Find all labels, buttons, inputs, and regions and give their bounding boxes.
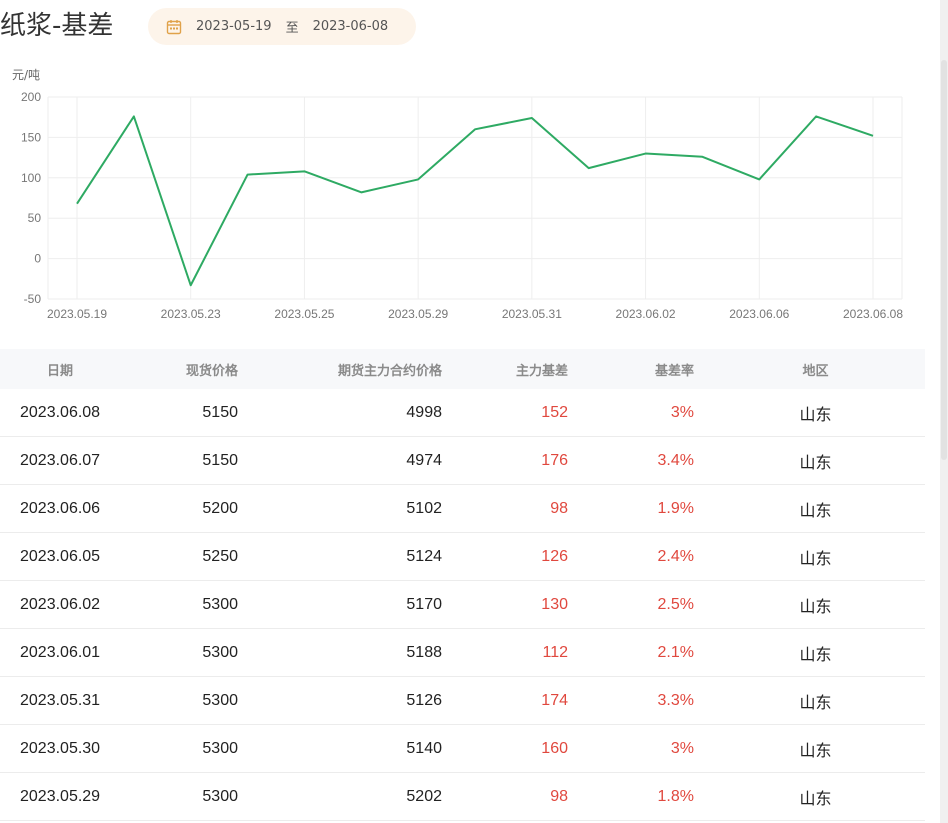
cell-spot-price: 5300 — [202, 643, 238, 661]
table-row[interactable]: 2023.05.31 5300 5126 174 3.3% 山东 — [0, 677, 925, 725]
cell-futures-price: 5170 — [406, 595, 442, 613]
cell-region: 山东 — [799, 502, 832, 520]
cell-spot-price: 5300 — [202, 787, 238, 805]
cell-basis: 98 — [550, 499, 568, 517]
cell-basis: 152 — [541, 403, 568, 421]
table-row[interactable]: 2023.06.06 5200 5102 98 1.9% 山东 — [0, 485, 925, 533]
x-tick-label: 2023.05.23 — [161, 307, 221, 321]
table-row[interactable]: 2023.05.30 5300 5140 160 3% 山东 — [0, 725, 925, 773]
header-date[interactable]: 日期 — [47, 362, 74, 378]
calendar-icon — [166, 19, 182, 34]
scrollbar[interactable] — [940, 0, 948, 823]
basis-series-line — [76, 115, 874, 287]
x-tick-label: 2023.05.31 — [502, 307, 562, 321]
table-row[interactable]: 2023.06.05 5250 5124 126 2.4% 山东 — [0, 533, 925, 581]
cell-futures-price: 4974 — [406, 451, 442, 469]
cell-basis-rate: 2.1% — [657, 643, 694, 661]
header-region[interactable]: 地区 — [802, 362, 829, 378]
cell-region: 山东 — [799, 550, 832, 568]
header-futures-price[interactable]: 期货主力合约价格 — [337, 362, 442, 378]
cell-date: 2023.06.02 — [20, 595, 101, 613]
scrollbar-thumb[interactable] — [941, 60, 947, 460]
cell-basis: 98 — [550, 787, 568, 805]
cell-date: 2023.06.05 — [20, 547, 101, 565]
x-tick-label: 2023.06.06 — [729, 307, 789, 321]
y-tick-label: 150 — [21, 130, 41, 144]
cell-region: 山东 — [799, 406, 832, 424]
cell-spot-price: 5150 — [202, 403, 238, 421]
cell-spot-price: 5150 — [202, 451, 238, 469]
cell-region: 山东 — [799, 646, 832, 664]
cell-date: 2023.05.31 — [20, 691, 101, 709]
cell-region: 山东 — [799, 694, 832, 712]
x-tick-label: 2023.06.08 — [843, 307, 903, 321]
table-row[interactable]: 2023.06.01 5300 5188 112 2.1% 山东 — [0, 629, 925, 677]
cell-basis-rate: 1.8% — [657, 787, 694, 805]
cell-basis-rate: 3.3% — [657, 691, 694, 709]
cell-spot-price: 5250 — [202, 547, 238, 565]
cell-region: 山东 — [799, 790, 832, 808]
cell-spot-price: 5300 — [202, 595, 238, 613]
cell-region: 山东 — [799, 454, 832, 472]
cell-basis: 174 — [541, 691, 568, 709]
cell-region: 山东 — [799, 742, 832, 760]
cell-futures-price: 5188 — [406, 643, 442, 661]
y-tick-label: -50 — [24, 292, 42, 306]
table-row[interactable]: 2023.06.08 5150 4998 152 3% 山东 — [0, 389, 925, 437]
cell-basis: 160 — [541, 739, 568, 757]
header-basis[interactable]: 主力基差 — [515, 362, 568, 378]
cell-date: 2023.06.08 — [20, 403, 101, 421]
cell-futures-price: 4998 — [406, 403, 442, 421]
cell-date: 2023.05.30 — [20, 739, 101, 757]
date-start[interactable]: 2023-05-19 — [196, 19, 272, 34]
y-axis-unit: 元/吨 — [12, 68, 40, 82]
basis-table: 日期 现货价格 期货主力合约价格 主力基差 基差率 地区 2023.06.08 5… — [0, 349, 925, 821]
date-range-separator: 至 — [285, 21, 299, 36]
basis-line-chart: 元/吨 200 150 100 50 0 -50 2023.05.19 2023.05.23 20… — [12, 68, 903, 321]
cell-basis: 112 — [542, 643, 568, 661]
date-range-picker[interactable]: 2023-05-19 至 2023-06-08 — [148, 8, 416, 45]
cell-basis: 130 — [541, 595, 568, 613]
cell-spot-price: 5300 — [202, 691, 238, 709]
date-end[interactable]: 2023-06-08 — [312, 19, 389, 34]
cell-futures-price: 5202 — [406, 787, 442, 805]
x-tick-label: 2023.05.19 — [47, 307, 107, 321]
page-title: 纸浆-基差 — [0, 11, 114, 41]
cell-futures-price: 5102 — [406, 499, 442, 517]
cell-futures-price: 5140 — [406, 739, 442, 757]
x-tick-label: 2023.05.29 — [388, 307, 448, 321]
table-row[interactable]: 2023.06.02 5300 5170 130 2.5% 山东 — [0, 581, 925, 629]
x-tick-label: 2023.06.02 — [616, 307, 676, 321]
table-row[interactable]: 2023.05.29 5300 5202 98 1.8% 山东 — [0, 773, 925, 821]
table-row[interactable]: 2023.06.07 5150 4974 176 3.4% 山东 — [0, 437, 925, 485]
cell-basis-rate: 3% — [670, 403, 694, 421]
cell-futures-price: 5126 — [406, 691, 442, 709]
cell-basis-rate: 3% — [670, 739, 694, 757]
cell-region: 山东 — [799, 598, 832, 616]
cell-date: 2023.05.29 — [20, 787, 101, 805]
cell-basis: 126 — [541, 547, 568, 565]
y-tick-label: 0 — [34, 252, 41, 266]
cell-basis: 176 — [541, 451, 568, 469]
header-spot-price[interactable]: 现货价格 — [185, 362, 238, 378]
cell-date: 2023.06.07 — [20, 451, 101, 469]
table-header: 日期 现货价格 期货主力合约价格 主力基差 基差率 地区 — [0, 349, 925, 389]
cell-futures-price: 5124 — [406, 547, 442, 565]
cell-basis-rate: 2.5% — [657, 595, 694, 613]
cell-spot-price: 5200 — [202, 499, 238, 517]
table-body: 2023.06.08 5150 4998 152 3% 山东 2023.06.07 5150 4… — [0, 389, 925, 821]
cell-basis-rate: 2.4% — [657, 547, 694, 565]
cell-date: 2023.06.06 — [20, 499, 101, 517]
cell-spot-price: 5300 — [202, 739, 238, 757]
cell-basis-rate: 3.4% — [657, 451, 694, 469]
cell-basis-rate: 1.9% — [657, 499, 694, 517]
header-basis-rate[interactable]: 基差率 — [654, 362, 694, 378]
y-tick-label: 100 — [21, 171, 41, 185]
x-tick-label: 2023.05.25 — [274, 307, 334, 321]
cell-date: 2023.06.01 — [20, 643, 101, 661]
y-tick-label: 200 — [21, 90, 41, 104]
y-tick-label: 50 — [28, 211, 42, 225]
